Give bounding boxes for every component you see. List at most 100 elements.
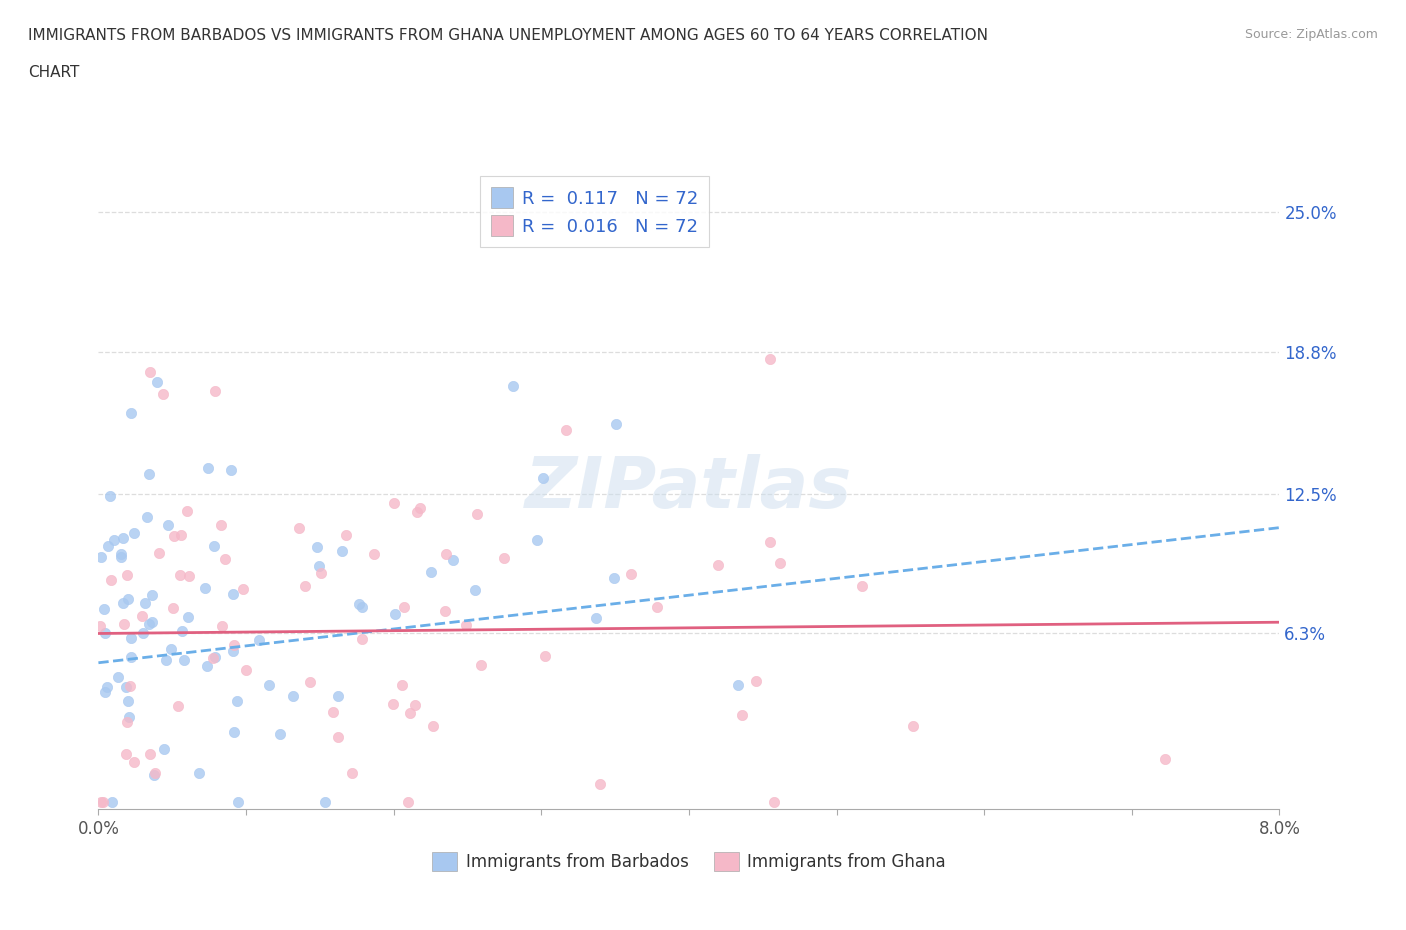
- Point: [465, 506, 488, 521]
- Point: [214, 551, 236, 566]
- Point: [155, 653, 177, 668]
- Point: [526, 533, 548, 548]
- Point: [188, 765, 211, 780]
- Point: [138, 467, 160, 482]
- Point: [197, 460, 219, 475]
- Point: [122, 754, 145, 769]
- Point: [98, 489, 121, 504]
- Point: [117, 568, 139, 583]
- Point: [120, 631, 142, 645]
- Point: [179, 568, 201, 583]
- Point: [131, 626, 153, 641]
- Point: [93, 795, 115, 810]
- Point: [620, 567, 643, 582]
- Point: [589, 777, 612, 791]
- Point: [211, 618, 233, 633]
- Point: [136, 510, 159, 525]
- Point: [330, 543, 353, 558]
- Point: [409, 500, 432, 515]
- Point: [308, 558, 330, 573]
- Point: [90, 550, 112, 565]
- Point: [96, 680, 118, 695]
- Point: [247, 632, 270, 647]
- Point: [170, 624, 193, 639]
- Point: [139, 747, 162, 762]
- Point: [744, 673, 766, 688]
- Text: IMMIGRANTS FROM BARBADOS VS IMMIGRANTS FROM GHANA UNEMPLOYMENT AMONG AGES 60 TO : IMMIGRANTS FROM BARBADOS VS IMMIGRANTS F…: [28, 28, 988, 43]
- Point: [352, 631, 374, 646]
- Point: [224, 724, 246, 739]
- Point: [194, 580, 217, 595]
- Point: [492, 551, 515, 565]
- Point: [309, 566, 332, 581]
- Point: [110, 550, 132, 565]
- Point: [173, 653, 195, 668]
- Point: [167, 698, 190, 713]
- Point: [139, 365, 162, 379]
- Point: [101, 795, 124, 810]
- Point: [531, 471, 554, 485]
- Point: [294, 578, 316, 593]
- Point: [176, 503, 198, 518]
- Point: [112, 530, 135, 545]
- Point: [222, 644, 245, 658]
- Point: [1154, 751, 1177, 766]
- Point: [225, 694, 247, 709]
- Point: [434, 604, 457, 618]
- Point: [384, 606, 406, 621]
- Point: [645, 600, 668, 615]
- Point: [422, 718, 444, 733]
- Point: [281, 688, 304, 703]
- Point: [287, 521, 309, 536]
- Point: [120, 650, 142, 665]
- Point: [201, 650, 224, 665]
- Point: [94, 684, 117, 699]
- Point: [257, 678, 280, 693]
- Point: [464, 583, 486, 598]
- Point: [235, 662, 257, 677]
- Point: [391, 678, 413, 693]
- Point: [93, 602, 115, 617]
- Point: [406, 504, 429, 519]
- Point: [94, 626, 117, 641]
- Point: [399, 706, 422, 721]
- Point: [585, 611, 607, 626]
- Point: [768, 555, 790, 570]
- Point: [117, 694, 139, 709]
- Point: [202, 539, 225, 554]
- Point: [112, 617, 135, 631]
- Point: [347, 596, 370, 611]
- Point: [117, 710, 139, 724]
- Point: [470, 658, 492, 673]
- Point: [152, 741, 174, 756]
- Point: [222, 638, 245, 653]
- Point: [204, 383, 226, 398]
- Point: [322, 704, 344, 719]
- Point: [141, 588, 163, 603]
- Point: [107, 670, 129, 684]
- Point: [441, 552, 464, 567]
- Point: [534, 648, 557, 663]
- Point: [103, 532, 125, 547]
- Point: [209, 517, 232, 532]
- Point: [384, 496, 406, 511]
- Point: [763, 795, 786, 810]
- Point: [903, 718, 925, 733]
- Point: [314, 795, 336, 810]
- Point: [131, 608, 153, 623]
- Point: [90, 795, 112, 810]
- Point: [269, 726, 291, 741]
- Point: [727, 677, 749, 692]
- Point: [342, 765, 364, 780]
- Point: [394, 599, 416, 614]
- Point: [222, 586, 245, 601]
- Point: [152, 387, 174, 402]
- Point: [759, 352, 782, 366]
- Point: [502, 379, 524, 393]
- Point: [162, 601, 184, 616]
- Point: [419, 565, 441, 579]
- Point: [195, 658, 218, 673]
- Point: [335, 528, 357, 543]
- Point: [138, 617, 160, 631]
- Point: [352, 600, 374, 615]
